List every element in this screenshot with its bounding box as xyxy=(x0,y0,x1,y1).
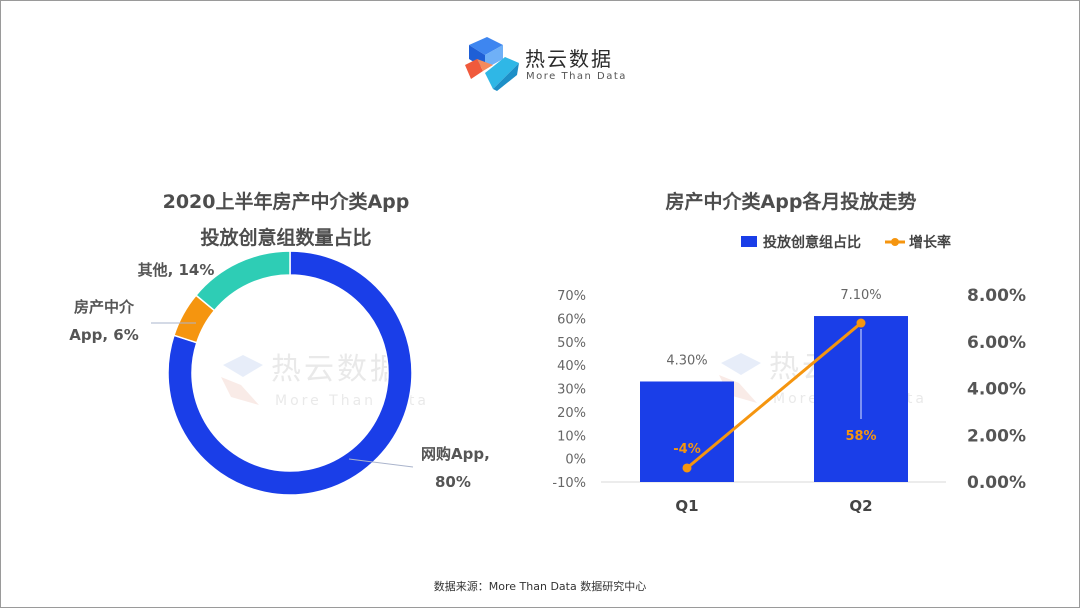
left-axis-tick: 0% xyxy=(565,453,586,468)
right-axis-tick: 0.00% xyxy=(967,473,1026,493)
right-axis-tick: 2.00% xyxy=(967,426,1026,446)
left-axis-tick: 10% xyxy=(557,429,586,444)
right-axis-tick: 8.00% xyxy=(967,286,1026,306)
data-source-note: 数据来源：More Than Data 数据研究中心 xyxy=(433,580,647,593)
right-axis-tick: 6.00% xyxy=(967,333,1026,353)
combo-watermark-shape xyxy=(721,353,761,375)
brand-logo xyxy=(465,37,519,91)
legend-label-bar: 投放创意组占比 xyxy=(763,234,861,251)
donut-title-line1: 2020上半年房产中介类App xyxy=(162,191,410,213)
left-axis-tick: 50% xyxy=(557,336,586,351)
donut-label-1-value: 80% xyxy=(435,473,471,491)
left-axis-tick: -10% xyxy=(552,476,586,491)
left-axis-tick: 70% xyxy=(557,289,586,304)
donut-slice-3 xyxy=(194,250,291,312)
left-axis-tick: 60% xyxy=(557,312,586,327)
growth-label-Q1: -4% xyxy=(673,442,700,457)
donut-leader-1 xyxy=(348,458,414,468)
donut-label-2: 房产中介 xyxy=(74,298,135,316)
donut-label-2-value: App, 6% xyxy=(69,326,138,344)
growth-label-Q2: 58% xyxy=(845,429,876,444)
brand-name-cn: 热云数据 xyxy=(525,47,613,71)
growth-point-Q1 xyxy=(682,463,692,473)
left-axis-tick: 30% xyxy=(557,383,586,398)
bar-chart-title: 房产中介类App各月投放走势 xyxy=(665,191,917,213)
donut-watermark-cn: 热云数据 xyxy=(271,352,403,387)
legend-swatch-bar xyxy=(741,236,757,247)
bar-label-Q2: 7.10% xyxy=(840,288,881,303)
donut-slice-1 xyxy=(167,250,413,496)
growth-point-Q2 xyxy=(856,318,866,328)
donut-title-line2: 投放创意组数量占比 xyxy=(200,227,372,249)
donut-watermark-shape xyxy=(223,355,263,377)
right-axis-tick: 4.00% xyxy=(967,380,1026,400)
bar-label-Q1: 4.30% xyxy=(666,353,707,368)
x-tick-Q2: Q2 xyxy=(849,497,872,515)
legend-swatch-marker xyxy=(891,238,899,246)
growth-line xyxy=(686,321,862,470)
x-tick-Q1: Q1 xyxy=(675,497,698,515)
legend-label-line: 增长率 xyxy=(909,234,951,251)
donut-watermark-shape2 xyxy=(221,377,259,405)
left-axis-tick: 20% xyxy=(557,406,586,421)
brand-name-en: More Than Data xyxy=(526,71,627,82)
donut-label-1: 网购App, xyxy=(421,445,490,463)
left-axis-tick: 40% xyxy=(557,359,586,374)
donut-label-3: 其他, 14% xyxy=(138,261,215,279)
